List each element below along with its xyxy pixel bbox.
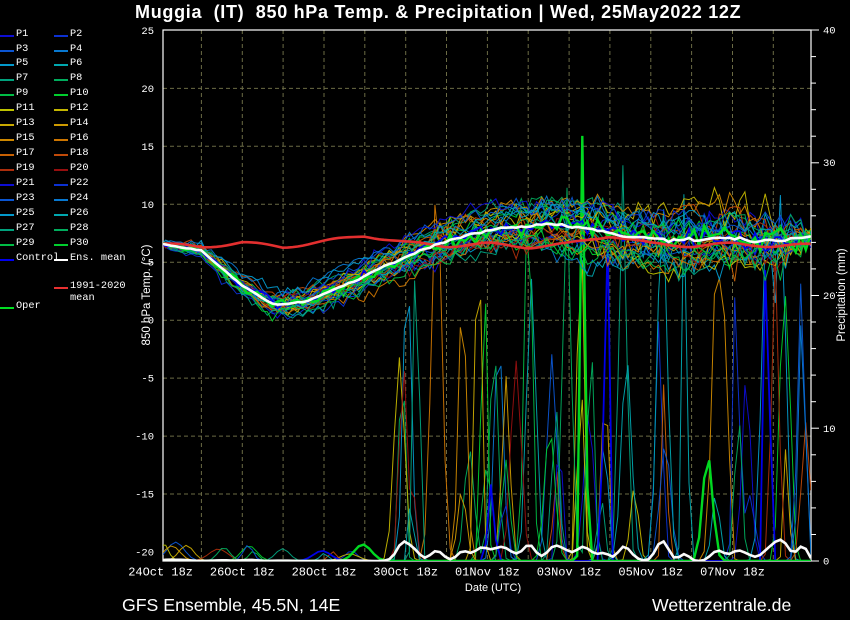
svg-text:20: 20 [823, 291, 836, 303]
svg-text:07Nov 18z: 07Nov 18z [700, 566, 765, 580]
svg-text:30Oct 18z: 30Oct 18z [373, 566, 438, 580]
svg-text:10: 10 [823, 424, 836, 436]
svg-text:24Oct 18z: 24Oct 18z [128, 566, 193, 580]
svg-text:-5: -5 [141, 374, 154, 386]
svg-text:30: 30 [823, 158, 836, 170]
svg-text:-15: -15 [135, 490, 154, 502]
svg-text:01Nov 18z: 01Nov 18z [455, 566, 520, 580]
svg-text:15: 15 [141, 142, 154, 154]
svg-text:20: 20 [141, 84, 154, 96]
svg-text:25: 25 [141, 26, 154, 38]
svg-text:40: 40 [823, 26, 836, 38]
svg-text:0: 0 [823, 557, 829, 569]
svg-text:10: 10 [141, 200, 154, 212]
svg-text:-20: -20 [135, 548, 154, 560]
svg-text:05Nov 18z: 05Nov 18z [618, 566, 683, 580]
svg-text:03Nov 18z: 03Nov 18z [537, 566, 602, 580]
svg-text:28Oct 18z: 28Oct 18z [292, 566, 357, 580]
svg-text:-10: -10 [135, 432, 154, 444]
svg-text:26Oct 18z: 26Oct 18z [210, 566, 275, 580]
